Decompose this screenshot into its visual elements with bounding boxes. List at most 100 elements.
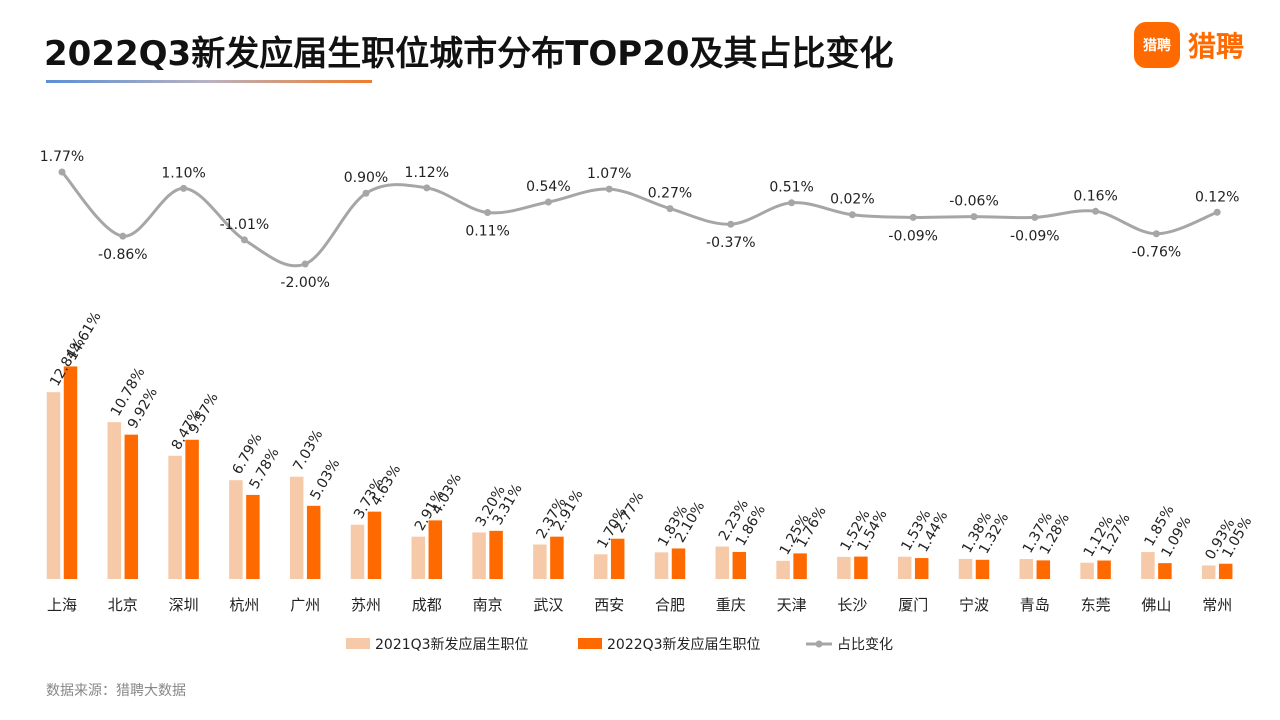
bar-2022-11	[732, 551, 747, 579]
bar-2022-6	[428, 520, 443, 579]
bar-2022-12	[793, 553, 807, 579]
category-label: 杭州	[229, 596, 259, 614]
change-label-3: -1.01%	[220, 217, 270, 233]
category-label: 西安	[594, 596, 624, 614]
change-label-8: 0.54%	[526, 179, 570, 195]
change-label-5: 0.90%	[344, 170, 388, 186]
bar-2022-0	[63, 366, 78, 579]
change-point-15	[970, 213, 978, 221]
bar-2022-9	[610, 538, 625, 579]
change-label-12: 0.51%	[769, 180, 813, 196]
change-point-9	[605, 185, 613, 193]
legend-swatch-2021	[346, 638, 370, 649]
bar-2021-4	[289, 476, 304, 579]
change-label-14: -0.09%	[888, 228, 938, 244]
bar-2021-9	[593, 554, 608, 579]
change-point-2	[180, 184, 188, 192]
brand-logo: 猎聘 猎聘	[1134, 22, 1244, 68]
bar-2022-7	[489, 530, 503, 579]
change-point-10	[666, 205, 674, 213]
legend-swatch-2022	[578, 638, 602, 649]
bar-label-2022-4: 5.03%	[307, 456, 343, 503]
change-point-13	[848, 211, 856, 219]
bar-2022-14	[914, 558, 929, 579]
page-title: 2022Q3新发应届生职位城市分布TOP20及其占比变化	[44, 34, 894, 74]
bar-2022-8	[550, 536, 564, 579]
legend-marker-change	[815, 640, 823, 648]
change-point-18	[1152, 230, 1160, 238]
change-label-19: 0.12%	[1195, 189, 1239, 205]
change-label-2: 1.10%	[161, 165, 205, 181]
change-label-18: -0.76%	[1132, 245, 1182, 261]
category-label: 天津	[777, 596, 807, 614]
bar-label-2021-4: 7.03%	[290, 427, 326, 474]
bar-2021-11	[715, 546, 730, 579]
change-point-1	[119, 232, 127, 240]
change-label-10: 0.27%	[648, 186, 692, 202]
bar-2022-5	[367, 511, 382, 579]
bar-2021-16	[1019, 559, 1034, 579]
bar-2021-10	[654, 552, 669, 579]
title-underline	[46, 80, 372, 83]
category-label: 常州	[1202, 596, 1232, 614]
change-point-6	[423, 184, 431, 192]
bar-2022-15	[975, 559, 990, 579]
bar-2021-12	[776, 560, 790, 579]
bar-2021-19	[1201, 565, 1216, 579]
category-label: 东莞	[1081, 596, 1111, 614]
legend-label-change: 占比变化	[837, 637, 893, 653]
bar-2021-5	[350, 524, 365, 579]
change-label-13: 0.02%	[830, 192, 874, 208]
category-label: 厦门	[898, 596, 928, 614]
change-label-0: 1.77%	[40, 149, 84, 165]
category-label: 宁波	[959, 596, 989, 614]
category-label: 南京	[473, 596, 503, 614]
bar-label-2022-0: 14.61%	[64, 309, 105, 363]
change-point-17	[1092, 207, 1100, 215]
category-label: 重庆	[716, 596, 746, 614]
logo-text: 猎聘	[1188, 30, 1245, 63]
bar-2022-19	[1218, 563, 1233, 579]
data-source-note: 数据来源：猎聘大数据	[46, 683, 186, 699]
change-point-19	[1213, 208, 1221, 216]
bar-2022-1	[124, 434, 139, 579]
change-label-4: -2.00%	[280, 275, 330, 291]
change-label-15: -0.06%	[949, 194, 999, 210]
change-point-14	[909, 213, 917, 221]
bar-2022-16	[1036, 560, 1051, 579]
category-label: 广州	[290, 596, 320, 614]
category-label: 北京	[108, 596, 138, 614]
bar-2021-2	[168, 455, 182, 579]
category-label: 成都	[412, 596, 442, 614]
change-label-17: 0.16%	[1073, 188, 1117, 204]
bar-2021-18	[1141, 552, 1155, 579]
bar-2021-0	[46, 392, 61, 579]
change-point-0	[58, 168, 66, 176]
change-label-7: 0.11%	[465, 224, 509, 240]
bar-2022-18	[1158, 563, 1172, 579]
bar-2021-13	[837, 556, 851, 579]
change-point-16	[1031, 213, 1039, 221]
change-point-11	[727, 220, 735, 228]
logo-badge-icon: 猎聘	[1134, 22, 1180, 68]
bar-2021-3	[229, 480, 243, 579]
legend-label-2022: 2022Q3新发应届生职位	[607, 636, 761, 653]
category-label: 佛山	[1141, 596, 1171, 614]
bar-2021-7	[472, 532, 486, 579]
change-point-8	[544, 198, 552, 206]
bar-2021-14	[897, 556, 912, 579]
change-label-11: -0.37%	[706, 235, 756, 251]
category-label: 青岛	[1020, 596, 1050, 614]
bar-2022-17	[1097, 560, 1111, 579]
change-label-16: -0.09%	[1010, 228, 1060, 244]
change-point-5	[362, 189, 370, 197]
change-label-9: 1.07%	[587, 166, 631, 182]
change-point-7	[484, 209, 492, 217]
bar-2022-4	[306, 505, 321, 579]
category-label: 深圳	[169, 596, 199, 614]
category-label: 上海	[47, 596, 77, 614]
change-series-line	[60, 170, 1218, 268]
bar-2022-2	[185, 439, 199, 579]
legend-label-2021: 2021Q3新发应届生职位	[375, 636, 529, 653]
